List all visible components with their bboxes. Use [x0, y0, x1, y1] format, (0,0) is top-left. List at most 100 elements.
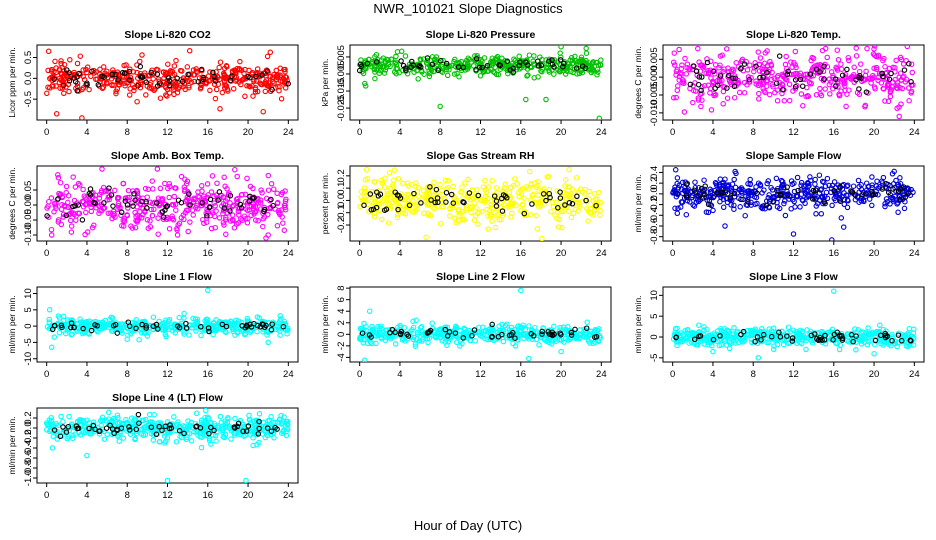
data-point: [267, 429, 274, 435]
data-point-black: [822, 332, 828, 339]
data-point: [477, 73, 484, 79]
data-point: [165, 321, 171, 327]
data-point: [412, 341, 419, 347]
data-point: [805, 193, 811, 199]
data-point: [67, 217, 74, 224]
data-point: [412, 343, 419, 349]
panel-slope-gas-stream-rh: Slope Gas Stream RH0 4 8 12 16 20 24-0.2-0.10.…: [320, 150, 612, 259]
data-point: [684, 61, 691, 67]
data-point: [569, 61, 576, 67]
data-point: [848, 76, 854, 82]
data-point: [731, 325, 737, 331]
data-point: [457, 327, 463, 334]
data-point: [410, 198, 416, 204]
data-point: [516, 53, 522, 60]
data-point-black: [270, 202, 276, 209]
outlier-point: [154, 166, 161, 172]
data-point: [459, 208, 466, 215]
data-point: [424, 57, 431, 64]
data-point: [186, 77, 192, 83]
x-tick-label: 24: [909, 248, 920, 259]
data-point: [421, 193, 428, 200]
x-tick-label: 8: [438, 369, 443, 380]
data-point-black: [517, 59, 523, 65]
data-point: [65, 212, 72, 218]
data-point: [701, 177, 707, 183]
data-point: [548, 208, 554, 215]
data-point: [142, 209, 148, 215]
data-point: [46, 319, 53, 325]
data-point: [57, 179, 64, 186]
data-point-black: [394, 192, 401, 198]
data-point: [723, 334, 730, 340]
data-point: [114, 196, 121, 202]
data-point: [468, 337, 474, 344]
data-point: [65, 199, 71, 206]
data-point-black: [880, 73, 886, 80]
data-point: [171, 193, 178, 200]
data-point: [534, 329, 540, 335]
data-point: [506, 189, 513, 195]
data-point: [803, 346, 809, 353]
data-point: [792, 86, 799, 92]
data-point-black: [443, 60, 450, 67]
data-point: [232, 415, 238, 422]
data-point: [452, 63, 459, 70]
points-layer: [357, 166, 604, 241]
data-point-black: [566, 200, 573, 206]
data-point: [684, 197, 691, 204]
data-point: [906, 97, 912, 104]
data-point-black: [879, 70, 885, 77]
x-tick-label: 16: [202, 369, 213, 380]
data-point-black: [528, 331, 535, 337]
data-point-black: [206, 328, 212, 335]
data-point-black: [888, 70, 894, 77]
data-point: [394, 214, 401, 221]
data-point: [771, 334, 778, 341]
data-point: [445, 177, 452, 184]
data-point: [63, 183, 70, 190]
data-point-black: [583, 325, 590, 331]
data-point: [151, 70, 157, 77]
data-point: [536, 342, 542, 348]
data-point-black: [898, 337, 905, 344]
data-point: [816, 172, 823, 178]
data-point-black: [785, 68, 791, 75]
data-point: [146, 85, 153, 91]
data-point: [724, 95, 731, 101]
data-point: [806, 182, 812, 189]
data-point: [782, 61, 789, 68]
data-point: [86, 86, 92, 93]
data-point: [703, 209, 710, 215]
data-point: [898, 101, 904, 107]
data-point-black: [833, 83, 839, 89]
data-point: [382, 175, 388, 182]
data-point: [254, 88, 261, 95]
x-tick-label: 4: [84, 369, 89, 380]
data-point: [61, 90, 67, 97]
data-point: [858, 198, 865, 204]
outlier-point: [906, 325, 913, 332]
data-point-black: [185, 71, 191, 78]
data-point-black: [86, 190, 93, 197]
data-point: [128, 415, 135, 421]
data-point: [717, 198, 723, 205]
data-point: [381, 195, 387, 202]
data-point: [456, 60, 462, 67]
outlier-point: [437, 103, 443, 110]
data-point-black: [484, 62, 491, 69]
data-point: [437, 220, 444, 227]
data-point: [578, 68, 585, 74]
data-point-black: [741, 61, 748, 67]
x-tick-label: 16: [515, 369, 526, 380]
data-point: [701, 324, 707, 330]
data-point: [526, 323, 532, 329]
y-tick-label: -4: [336, 353, 347, 361]
data-point: [49, 422, 55, 428]
data-point: [817, 85, 823, 92]
data-point: [704, 326, 710, 333]
data-point: [838, 66, 845, 72]
data-point-black: [409, 58, 415, 65]
data-point: [495, 206, 501, 212]
data-point-black: [206, 204, 213, 211]
